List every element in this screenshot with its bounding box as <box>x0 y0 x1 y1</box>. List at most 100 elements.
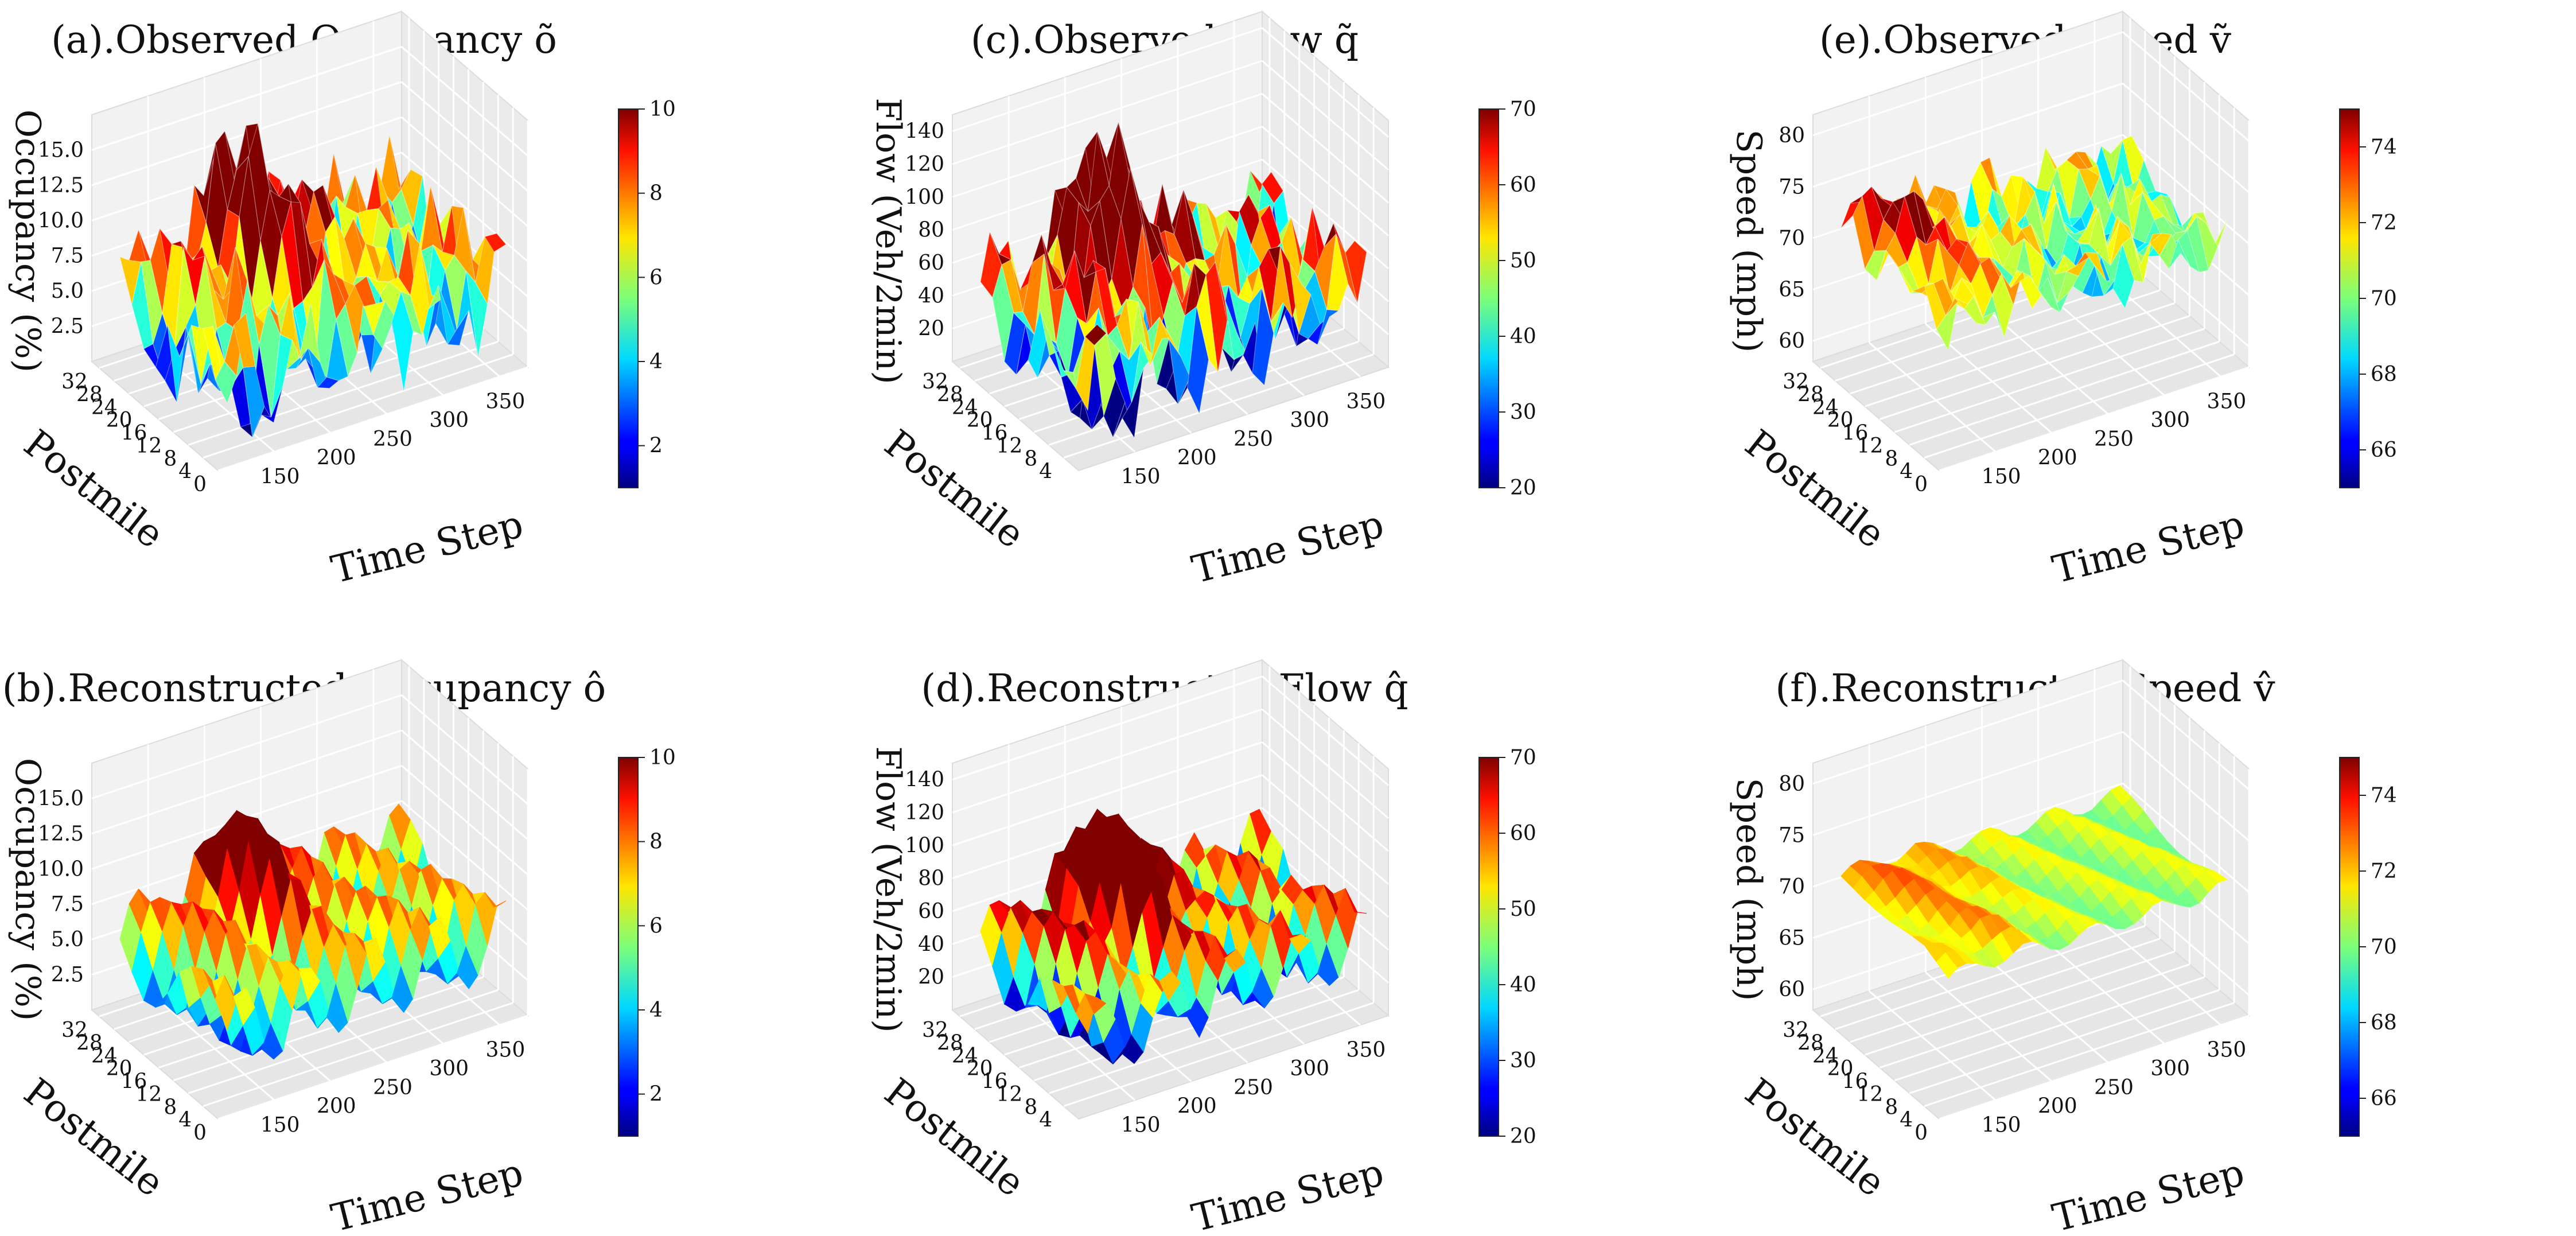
z-tick-label: 80 <box>1779 772 1805 796</box>
x-tick-label: 150 <box>1121 1113 1161 1137</box>
surface <box>119 123 507 438</box>
grid-line <box>401 46 528 157</box>
grid-line <box>91 694 402 799</box>
y-tick-label: 0 <box>193 473 207 496</box>
z-tick-label: 5.0 <box>51 928 84 951</box>
surface-patch <box>484 233 507 252</box>
surface-patch <box>308 981 330 1029</box>
x-tick-label: 350 <box>2207 390 2247 413</box>
panel-a: (a).Observed Occupancy õ1502002503003500… <box>7 10 676 592</box>
surface-patch <box>1345 888 1367 914</box>
grid-line <box>1262 126 1389 236</box>
z-tick-label: 140 <box>905 120 944 143</box>
surface-patch <box>2110 135 2133 154</box>
y-tick-label: 32 <box>922 1019 948 1042</box>
grid-line <box>2094 915 2221 1026</box>
y-tick-label: 4 <box>1900 460 1913 484</box>
z-tick-label: 70 <box>1779 875 1805 899</box>
z-tick-label: 100 <box>905 834 944 857</box>
y-tick-label: 32 <box>922 370 948 394</box>
x-tick-label: 200 <box>317 1095 356 1118</box>
grid-line <box>1924 1002 2235 1107</box>
grid-line <box>1262 708 1389 819</box>
y-tick-label: 28 <box>937 383 963 407</box>
grid-line <box>1879 963 2190 1069</box>
grid-line <box>2122 134 2250 245</box>
grid-line <box>1262 675 1389 786</box>
y-tick-label: 32 <box>61 370 88 394</box>
y-tick-label: 0 <box>193 1121 207 1145</box>
y-tick-label: 0 <box>1915 1121 1928 1145</box>
colorbar-tick-label: 2 <box>649 1083 663 1106</box>
x-tick-label: 150 <box>260 1113 300 1137</box>
y-tick-label: 28 <box>1797 1032 1824 1055</box>
y-tick-label: 20 <box>106 1057 133 1080</box>
colorbar <box>618 757 639 1137</box>
grid-line <box>1262 27 1389 138</box>
grid-line <box>401 765 528 876</box>
grid-line <box>1812 82 2123 188</box>
y-tick-label: 16 <box>121 1070 147 1094</box>
z-tick-label: 60 <box>918 900 944 923</box>
y-tick-label: 12 <box>1857 1083 1884 1106</box>
z-tick-label: 7.5 <box>51 893 84 916</box>
colorbar-tick-label: 68 <box>2371 363 2397 386</box>
y-tick-label: 16 <box>1842 422 1869 445</box>
grid-line <box>2122 31 2250 142</box>
y-tick-label: 0 <box>1915 473 1928 496</box>
grid-line <box>1894 976 2205 1082</box>
z-tick-label: 80 <box>918 867 944 891</box>
colorbar-tick-label: 70 <box>2371 935 2397 959</box>
z-tick-label: 80 <box>918 219 944 242</box>
x-axis-label: Time Step <box>2048 502 2248 592</box>
grid-line <box>952 708 1263 814</box>
y-tick-label: 12 <box>1857 434 1884 458</box>
grid-line <box>203 1002 513 1107</box>
colorbar-tick-label: 72 <box>2371 211 2397 235</box>
x-tick-label: 300 <box>1290 409 1329 432</box>
colorbar-tick-label: 10 <box>649 98 676 121</box>
z-tick-label: 75 <box>1779 823 1805 847</box>
x-tick-label: 150 <box>260 465 300 488</box>
grid-line <box>1048 989 1359 1094</box>
colorbar-tick-label: 68 <box>2371 1011 2397 1035</box>
surface-patch <box>484 892 507 908</box>
grid-line <box>952 741 1263 846</box>
grid-line <box>952 92 1263 198</box>
colorbar-tick-label: 8 <box>649 182 663 205</box>
surface-patch <box>1345 240 1367 303</box>
panel-d: (d).Reconstructed Flow q̂150200250300350… <box>868 658 1536 1236</box>
y-tick-label: 16 <box>982 1070 1008 1094</box>
y-tick-label: 4 <box>178 1109 192 1132</box>
grid-line <box>1812 31 2123 137</box>
z-tick-label: 12.5 <box>38 174 84 197</box>
z-tick-label: 10.0 <box>38 209 84 232</box>
grid-line <box>1262 741 1389 852</box>
grid-line <box>1063 353 1374 459</box>
z-tick-label: 20 <box>918 317 944 341</box>
grid-line <box>2037 934 2165 1045</box>
grid-line <box>2122 782 2250 893</box>
grid-line <box>1894 328 2205 433</box>
x-axis-label: Time Step <box>1188 1151 1388 1236</box>
y-tick-label: 20 <box>106 409 133 432</box>
grid-line <box>401 694 528 805</box>
x-tick-label: 200 <box>2038 1095 2077 1118</box>
surface-patch <box>2205 220 2228 248</box>
grid-line <box>1048 340 1359 446</box>
grid-line <box>1008 990 1136 1101</box>
y-tick-label: 8 <box>1024 1095 1037 1119</box>
y-tick-label: 16 <box>982 422 1008 445</box>
y-tick-label: 28 <box>76 1032 103 1055</box>
surface-patch <box>2205 870 2228 883</box>
z-tick-label: 140 <box>905 768 944 792</box>
colorbar-tick-label: 30 <box>1510 401 1536 424</box>
x-tick-label: 150 <box>1982 465 2021 488</box>
y-tick-label: 20 <box>1827 1057 1854 1080</box>
surface-patch <box>1250 170 1272 193</box>
grid-line <box>401 81 528 192</box>
colorbar <box>1478 757 1499 1137</box>
x-axis-label: Time Step <box>2048 1151 2248 1236</box>
y-tick-label: 8 <box>164 447 177 471</box>
grid-line <box>217 366 528 472</box>
